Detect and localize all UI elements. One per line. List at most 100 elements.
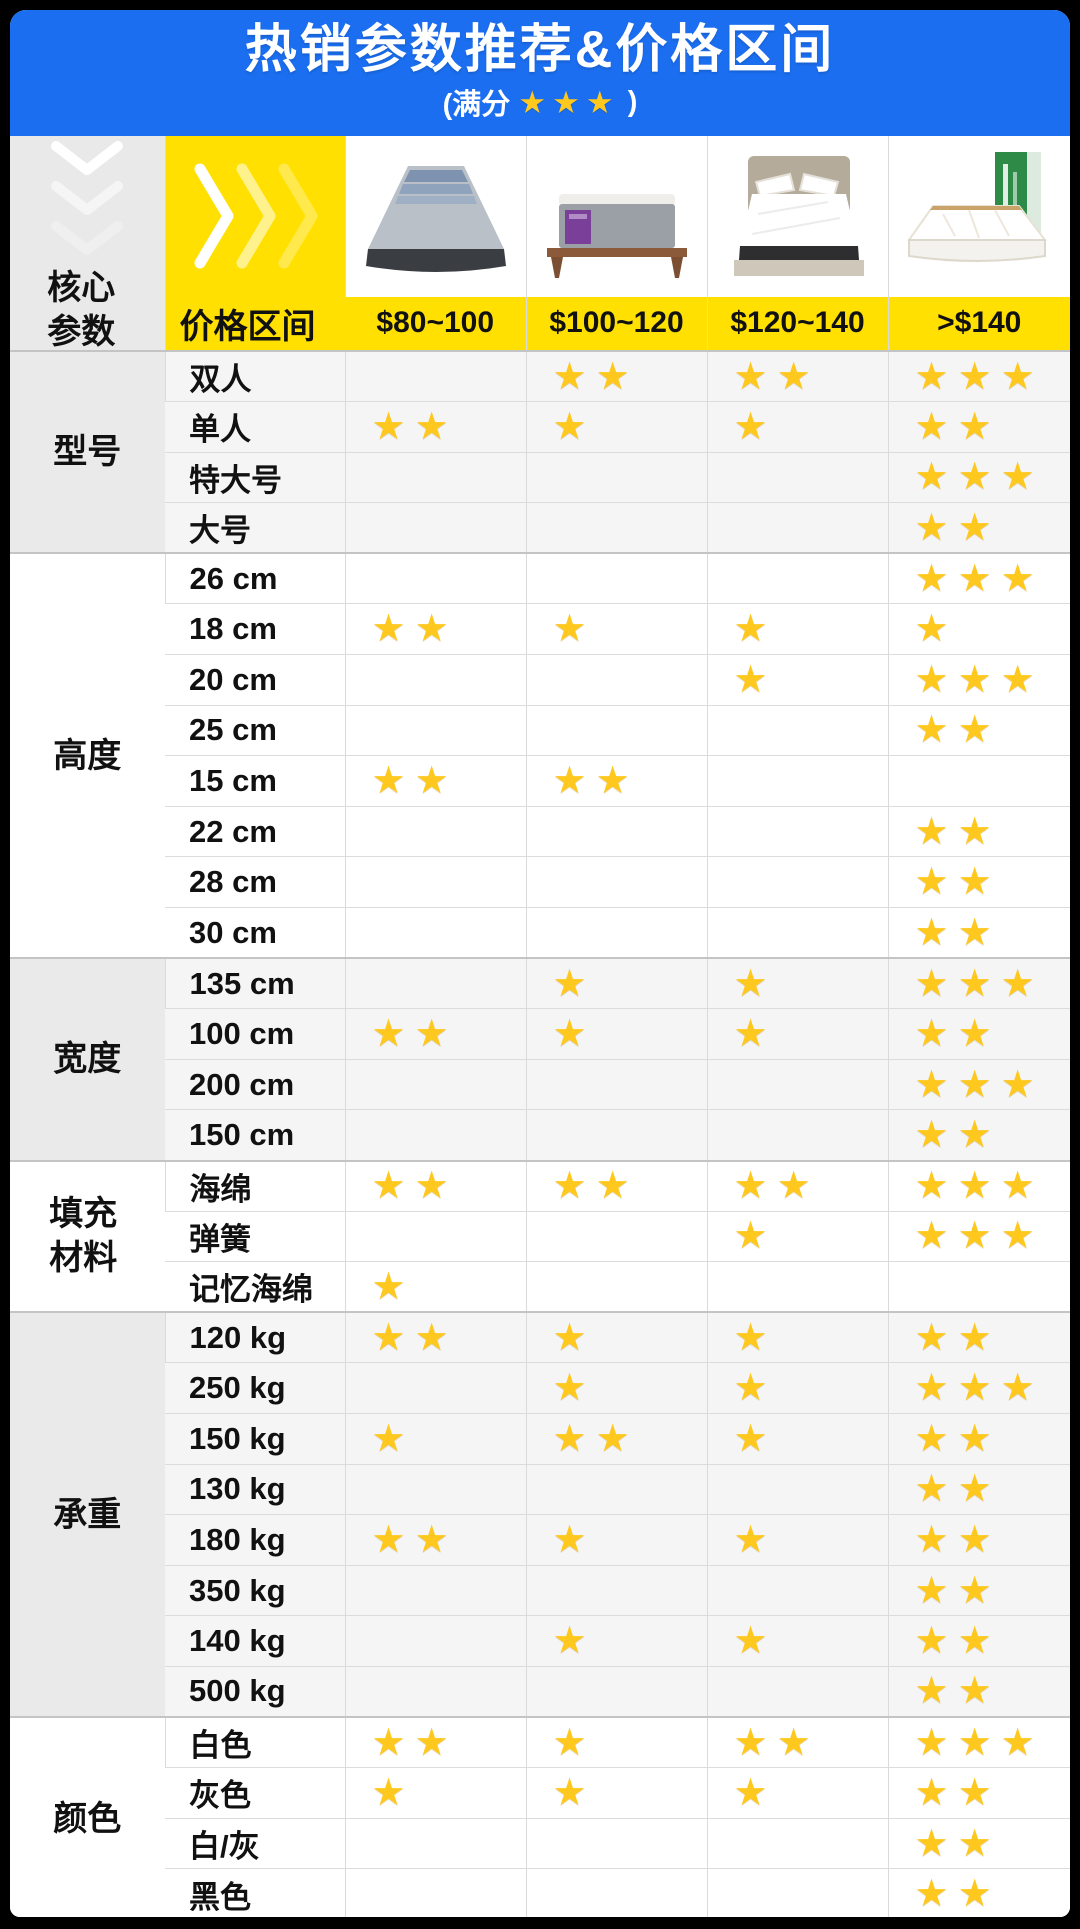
param-label: 15 cm [189, 763, 277, 799]
star-rating: ★★★ [914, 962, 1044, 1005]
star-rating: ★ [371, 1417, 415, 1460]
mattress-with-green-box-photo [907, 151, 1048, 262]
product-image-cell [887, 136, 1070, 297]
star-rating: ★ [733, 1215, 777, 1258]
max-stars-icon: ★★★ [518, 84, 620, 120]
param-label: 大号 [189, 513, 251, 549]
star-rating: ★★ [914, 911, 1001, 954]
price-range-header-cell: 价格区间 [164, 136, 345, 351]
param-label: 20 cm [189, 661, 277, 697]
star-rating: ★ [552, 1518, 596, 1561]
table-row: 250 kg ★ ★ ★★★ [10, 1362, 1070, 1414]
param-label: 135 cm [189, 965, 295, 1001]
star-rating: ★★ [371, 1165, 458, 1208]
param-label: 120 kg [189, 1319, 287, 1355]
param-label: 黑色 [189, 1879, 251, 1915]
category-label: 宽度 [53, 1040, 122, 1079]
star-rating: ★ [733, 1620, 777, 1663]
category-label: 承重 [53, 1495, 122, 1534]
star-rating: ★ [733, 1771, 777, 1814]
page-title: 热销参数推荐&价格区间 [244, 20, 836, 79]
table-row: 18 cm ★★ ★ ★ ★ [10, 603, 1070, 655]
star-rating: ★ [733, 1518, 777, 1561]
chevrons-down-icon [48, 136, 126, 266]
star-rating: ★★ [914, 1113, 1001, 1156]
star-rating: ★★★ [914, 557, 1044, 600]
table-row: 高度 26 cm ★★★ [10, 552, 1070, 959]
infographic-sheet: 热销参数推荐&价格区间 (满分 ★★★ ) [10, 10, 1070, 1917]
category-label: 型号 [53, 433, 122, 472]
param-label: 30 cm [189, 914, 277, 950]
param-label: 双人 [189, 362, 252, 398]
star-rating: ★ [733, 1013, 777, 1056]
category-label: 高度 [53, 736, 122, 775]
star-rating: ★ [733, 1417, 777, 1460]
star-rating: ★★ [371, 1013, 458, 1056]
table-row: 白/灰 ★★ [10, 1817, 1070, 1869]
param-label: 25 cm [189, 712, 277, 748]
param-label: 130 kg [189, 1471, 286, 1507]
table-row: 25 cm ★★ [10, 704, 1070, 756]
price-row: $80~100 $100~120 $120~140 >$140 [10, 296, 1070, 351]
star-rating: ★★ [733, 1165, 820, 1208]
star-rating: ★ [552, 1367, 596, 1410]
corner-cell: 核心参数 [10, 136, 165, 351]
star-rating: ★ [371, 1265, 415, 1308]
param-label: 180 kg [189, 1521, 286, 1557]
star-rating: ★★ [371, 760, 458, 803]
star-rating: ★ [914, 608, 958, 651]
table-row: 特大号 ★★★ [10, 451, 1070, 503]
table-row: 黑色 ★★ [10, 1868, 1070, 1917]
star-rating: ★★ [914, 1771, 1001, 1814]
star-rating: ★★ [914, 1518, 1001, 1561]
table-row: 150 kg ★ ★★ ★ ★★ [10, 1412, 1070, 1465]
category-label: 填充材料 [49, 1195, 118, 1278]
param-label: 26 cm [189, 560, 278, 596]
star-rating: ★★ [914, 1417, 1001, 1460]
star-rating: ★★ [371, 1316, 458, 1359]
bed-with-headboard-photo [733, 155, 864, 276]
mattress-on-wood-frame-photo [546, 193, 687, 278]
star-rating: ★★ [914, 1620, 1001, 1663]
param-label: 弹簧 [189, 1221, 251, 1257]
table-row: 500 kg ★★ [10, 1665, 1070, 1718]
star-rating: ★★ [914, 1316, 1001, 1359]
param-label: 350 kg [189, 1572, 286, 1608]
table-row: 200 cm ★★★ [10, 1058, 1070, 1110]
star-rating: ★★★ [914, 456, 1044, 499]
price-column-header: $80~100 [345, 296, 526, 351]
star-rating: ★ [552, 405, 596, 448]
star-rating: ★★ [914, 1670, 1001, 1713]
star-rating: ★ [733, 1316, 777, 1359]
param-label: 灰色 [189, 1778, 251, 1814]
star-rating: ★★ [371, 1721, 458, 1764]
table-row: 大号 ★★ [10, 502, 1070, 554]
star-rating: ★★★ [914, 658, 1044, 701]
param-label: 150 kg [189, 1420, 286, 1456]
param-label: 22 cm [189, 813, 277, 849]
param-label: 140 kg [189, 1623, 286, 1659]
table-row: 350 kg ★★ [10, 1564, 1070, 1616]
table-row: 型号 双人 ★★ ★★ ★★★ [10, 349, 1070, 554]
table-body: 型号 双人 ★★ ★★ ★★★ 单人 ★★ ★ ★ ★★ 特大号 ★★★ 大号 ★★ 高度 26 cm ★★★ 1… [10, 349, 1070, 1917]
category-label: 颜色 [53, 1799, 122, 1838]
table-row: 填充材料 海绵 ★★ ★★ ★★ ★★★ [10, 1159, 1070, 1313]
comparison-table: 核心参数 价格区间 [10, 136, 1070, 1917]
table-row: 20 cm ★ ★★★ [10, 654, 1070, 706]
product-image-cell [525, 136, 707, 297]
param-label: 白色 [189, 1728, 252, 1764]
star-rating: ★★ [733, 1721, 820, 1764]
star-rating: ★ [552, 1721, 596, 1764]
star-rating: ★ [552, 1316, 596, 1359]
star-rating: ★ [552, 1620, 596, 1663]
param-label: 海绵 [189, 1171, 252, 1207]
product-image-cell [344, 136, 526, 297]
table-row: 宽度 135 cm ★ ★ ★★★ [10, 957, 1070, 1161]
star-rating: ★★ [733, 355, 820, 398]
title-banner: 热销参数推荐&价格区间 (满分 ★★★ ) [10, 10, 1070, 136]
subtitle-prefix: (满分 [442, 89, 511, 122]
star-rating: ★★ [914, 506, 1001, 549]
star-rating: ★★ [371, 608, 458, 651]
star-rating: ★ [733, 1367, 777, 1410]
price-column-header: >$140 [887, 296, 1070, 351]
